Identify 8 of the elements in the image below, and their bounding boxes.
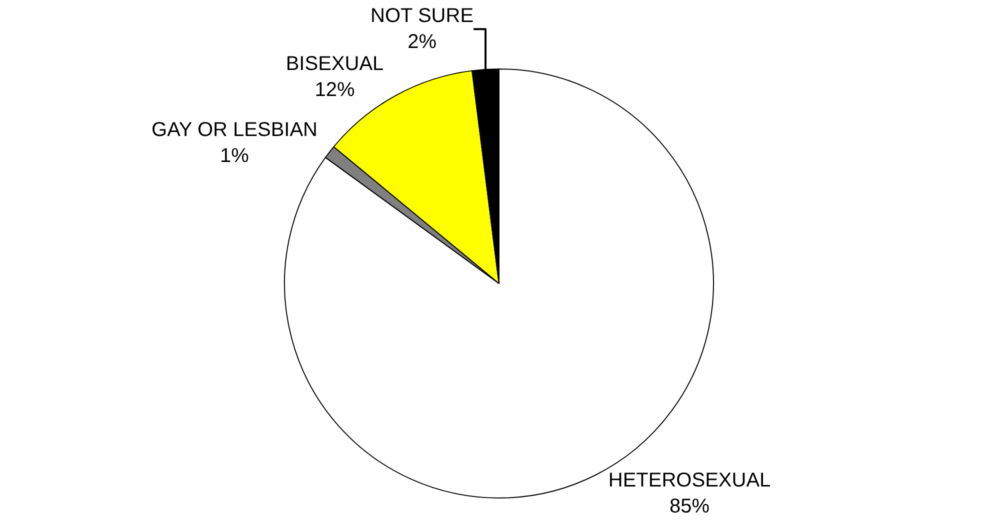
data-label: 2% — [408, 31, 437, 54]
slice-label: NOT SURE — [370, 5, 474, 28]
data-label: 1% — [220, 145, 250, 168]
data-label: 85% — [670, 496, 710, 518]
slice-label: BISEXUAL — [286, 53, 384, 76]
slice-label: HETEROSEXUAL — [608, 470, 771, 492]
data-label: 12% — [314, 79, 355, 102]
slice-label: GAY OR LESBIAN — [152, 119, 318, 142]
